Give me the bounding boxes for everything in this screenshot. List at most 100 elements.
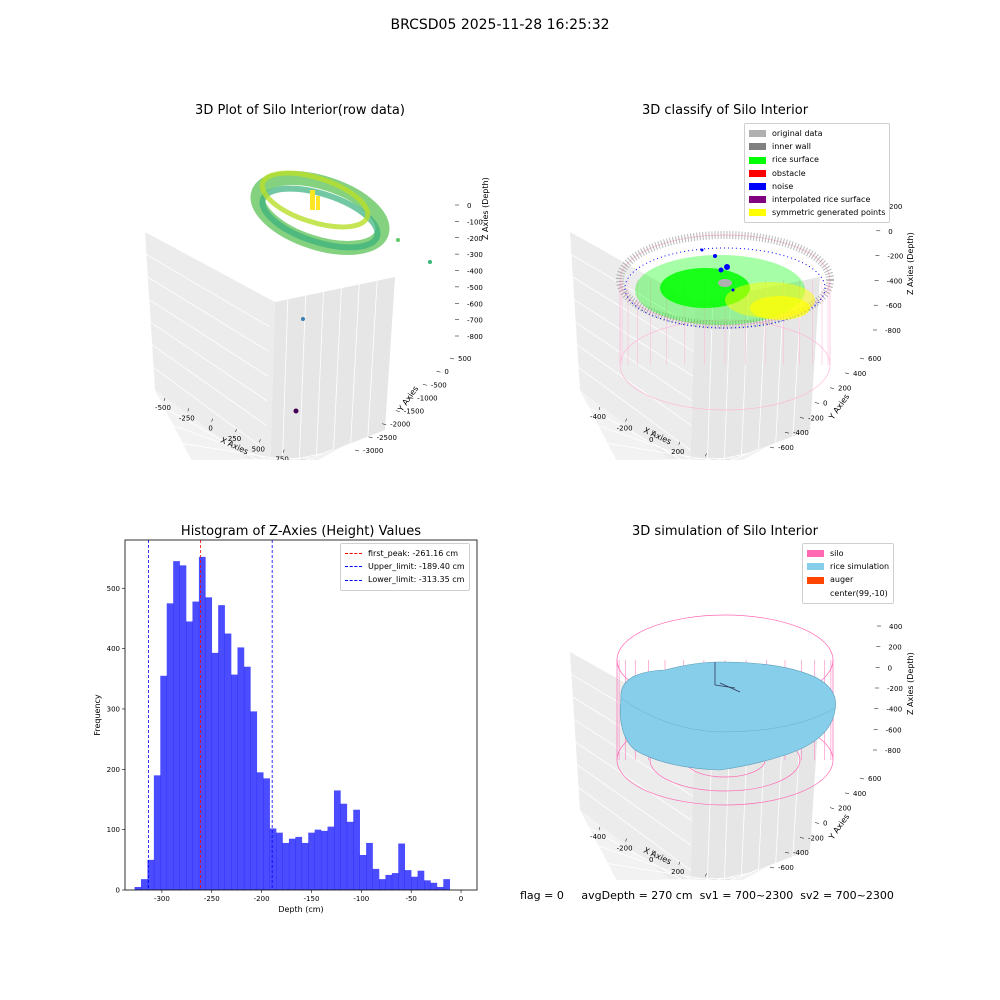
histogram-bar [198, 556, 206, 890]
simulation-y-tick-label: 0 [823, 820, 827, 828]
histogram-bar [218, 605, 225, 890]
histogram-chart: -300 -250 -200 -150 -100 -50 0 0 100 200 300 400 50… [93, 539, 478, 914]
histogram-bar [256, 772, 264, 890]
classify-z-tick-label: -400 [887, 277, 903, 285]
legend-label: inner wall [772, 142, 812, 152]
histogram-bar [327, 826, 335, 890]
raw-y-tick-label: 0 [444, 368, 448, 376]
raw-y-tick-label: -2000 [390, 421, 410, 429]
histogram-bar [321, 830, 328, 890]
histogram-bar [211, 652, 219, 890]
simulation-z-tick-label: 0 [888, 664, 892, 672]
raw-y-tick-label: -3000 [363, 447, 383, 455]
legend-label: center(99,-10) [830, 588, 888, 598]
legend-entry: symmetric generated points [749, 206, 885, 219]
histogram-bar [173, 561, 180, 890]
histogram-bar [424, 880, 431, 890]
histogram-bar [153, 775, 161, 890]
raw-y-tick-label: -500 [431, 381, 447, 389]
simulation-x-tick-label: -200 [617, 845, 633, 853]
raw-x-tick-label: 0 [208, 425, 212, 433]
classify-zlabel: Z Axies (Depth) [906, 232, 915, 295]
classify-3d-plot: -400-20002004006006004002000-200-400-600… [570, 203, 915, 460]
simulation-zlabel: Z Axies (Depth) [906, 652, 915, 715]
simulation-3d-plot: -400-20002004006006004002000-200-400-600… [570, 614, 915, 880]
histogram-bar [411, 876, 418, 890]
legend-swatch [749, 169, 766, 177]
classify-ylabel: Y Axies [827, 392, 852, 422]
legend-entry: obstacle [749, 167, 885, 180]
raw-z-tick-label: -600 [467, 300, 483, 308]
histogram-bar [224, 633, 232, 890]
histogram-bar [269, 828, 277, 890]
legend-label: first_peak: -261.16 cm [368, 549, 459, 558]
legend-entry: first_peak: -261.16 cm [345, 547, 465, 560]
histogram-bar [250, 711, 258, 890]
classify-y-tick-label: 0 [823, 400, 827, 408]
histogram-bar [436, 886, 444, 890]
classify-y-tick-label: 600 [868, 355, 881, 363]
legend-entry: auger [807, 573, 889, 586]
classify-y-tick-label: -200 [808, 414, 824, 422]
classify-z-tick-label: 200 [889, 203, 902, 211]
simulation-y-tick-label: 200 [838, 805, 851, 813]
legend-entry: rice surface [749, 153, 885, 166]
classify-plot-title: 3D classify of Silo Interior [641, 103, 809, 118]
classify-y-tick-label: 200 [838, 385, 851, 393]
histogram-bar [372, 868, 380, 890]
x-tick-label: -50 [405, 895, 416, 903]
raw-z-tick-label: -400 [467, 268, 483, 276]
histogram-bar [378, 879, 386, 890]
histogram-bar [237, 647, 245, 890]
histogram-bar [398, 843, 406, 890]
raw-points [250, 170, 432, 414]
x-tick-label: -150 [304, 895, 320, 903]
histogram-bar [179, 565, 187, 890]
histogram-ylabel: Frequency [93, 694, 102, 736]
raw-panes [145, 232, 395, 460]
flag-value: flag = 0 [520, 889, 564, 902]
simulation-x-tick-label: 400 [698, 879, 711, 880]
legend-label: Upper_limit: -189.40 cm [368, 562, 465, 572]
status-footer: flag = 0 avgDepth = 270 cm sv1 = 700~230… [520, 889, 894, 902]
legend-swatch [345, 553, 362, 555]
x-tick-label: -200 [254, 895, 270, 903]
raw-y-tick-label: 500 [458, 355, 471, 363]
histogram-bars [134, 556, 451, 890]
figure-title: BRCSD05 2025-11-28 16:25:32 [390, 17, 610, 33]
raw-z-tick-label: -200 [467, 235, 483, 243]
histogram-bar [276, 832, 283, 890]
simulation-plot-title: 3D simulation of Silo Interior [632, 524, 818, 539]
simulation-z-tick-label: -800 [885, 747, 901, 755]
legend-entry: rice simulation [807, 560, 889, 573]
histogram-bar [147, 859, 155, 890]
legend-label: rice simulation [830, 562, 890, 572]
classify-x-tick-label: -400 [590, 413, 606, 421]
raw-plot-title: 3D Plot of Silo Interior(row data) [195, 103, 405, 118]
raw-z-tick-label: -800 [467, 333, 483, 341]
legend-swatch [749, 130, 766, 138]
legend-swatch [807, 550, 824, 558]
y-tick-label: 0 [116, 887, 120, 895]
avg-depth-value: avgDepth = 270 cm [581, 889, 693, 902]
histogram-reference-lines [148, 540, 273, 890]
legend-swatch [345, 566, 362, 568]
raw-y-tick-label: -1000 [417, 394, 437, 402]
y-tick-label: 300 [107, 705, 120, 713]
legend-label: symmetric generated points [772, 208, 886, 218]
histogram-bar [141, 879, 148, 890]
legend-entry: center(99,-10) [807, 587, 889, 600]
legend-label: silo [830, 549, 844, 558]
raw-z-tick-label: -100 [467, 218, 483, 226]
histogram-bar [186, 621, 193, 890]
y-tick-label: 500 [107, 585, 120, 593]
simulation-y-tick-label: -400 [793, 849, 809, 857]
simulation-z-tick-label: 200 [888, 644, 901, 652]
raw-x-tick-label: 500 [252, 445, 265, 453]
legend-swatch [807, 563, 824, 571]
histogram-bar [391, 873, 399, 890]
raw-y-tick-label: -1500 [404, 408, 424, 416]
histogram-bar [359, 855, 367, 890]
classify-x-tick-label: -200 [617, 425, 633, 433]
raw-z-tick-label: -300 [467, 251, 483, 259]
